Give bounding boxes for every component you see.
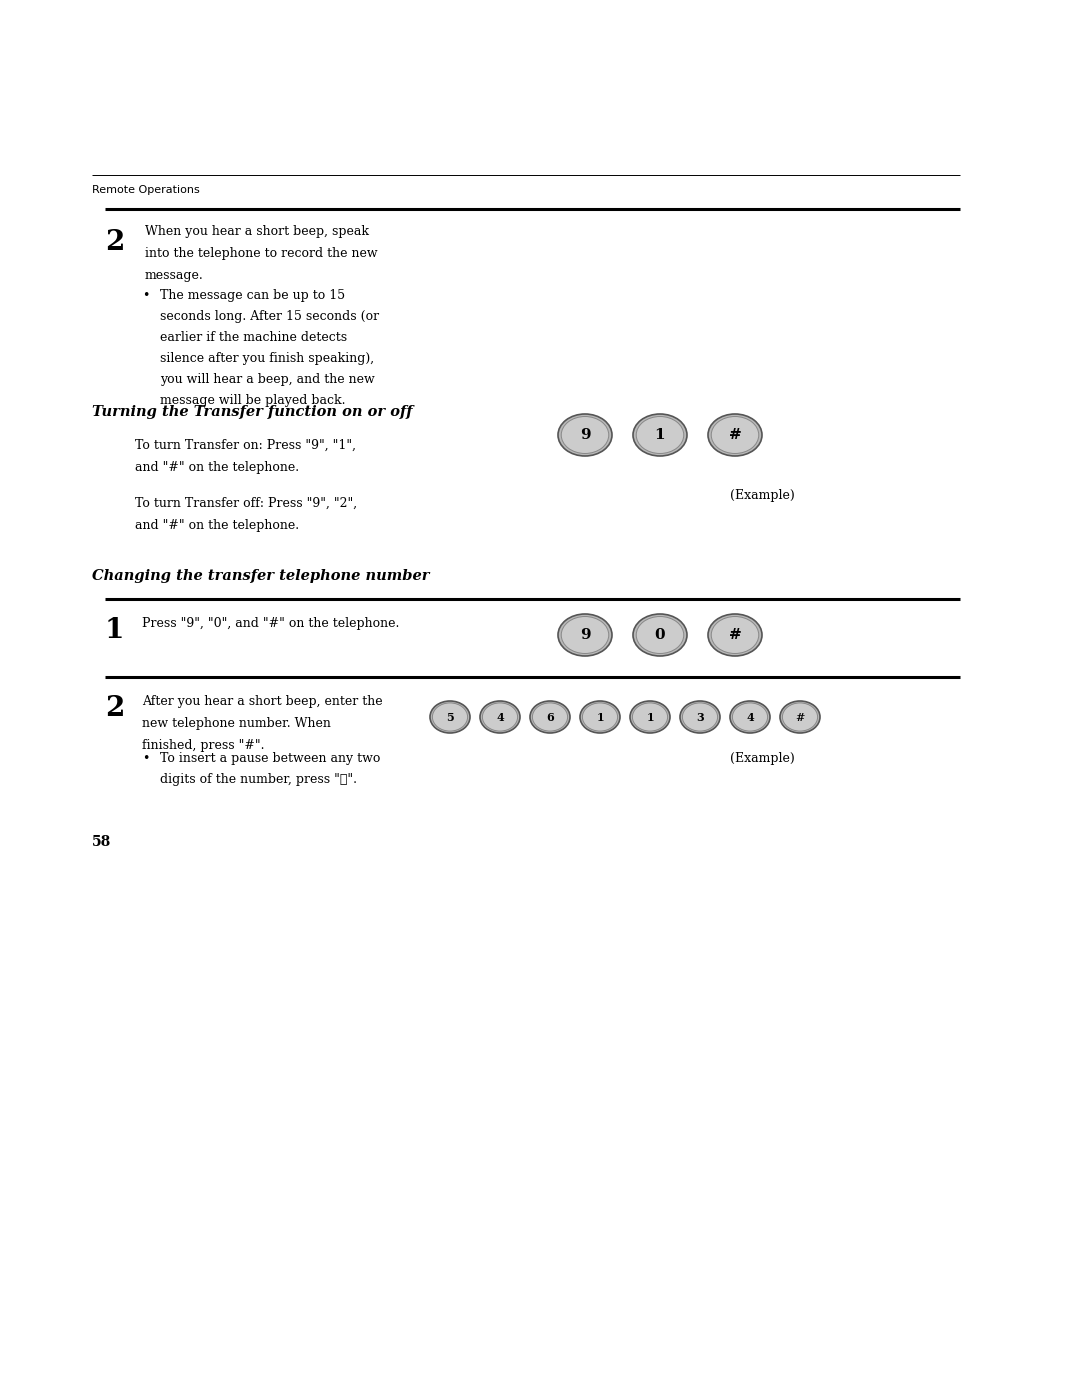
Text: Turning the Transfer function on or off: Turning the Transfer function on or off: [92, 405, 413, 419]
Text: 2: 2: [105, 229, 124, 256]
Ellipse shape: [636, 416, 684, 454]
Text: message.: message.: [145, 270, 204, 282]
Text: and "#" on the telephone.: and "#" on the telephone.: [135, 461, 299, 474]
Ellipse shape: [562, 616, 609, 654]
Ellipse shape: [708, 414, 762, 455]
Ellipse shape: [580, 701, 620, 733]
Ellipse shape: [636, 616, 684, 654]
Text: into the telephone to record the new: into the telephone to record the new: [145, 247, 378, 260]
Ellipse shape: [582, 703, 618, 731]
Text: 4: 4: [746, 711, 754, 722]
Text: (Example): (Example): [730, 752, 795, 766]
Text: finished, press "#".: finished, press "#".: [141, 739, 265, 752]
Text: #: #: [795, 711, 805, 722]
Text: 5: 5: [446, 711, 454, 722]
Ellipse shape: [730, 701, 770, 733]
Ellipse shape: [712, 616, 759, 654]
Text: 6: 6: [546, 711, 554, 722]
Text: 2: 2: [105, 694, 124, 722]
Text: 58: 58: [92, 835, 111, 849]
Ellipse shape: [633, 615, 687, 657]
Text: To turn Transfer off: Press "9", "2",: To turn Transfer off: Press "9", "2",: [135, 497, 357, 510]
Text: Press "9", "0", and "#" on the telephone.: Press "9", "0", and "#" on the telephone…: [141, 617, 400, 630]
Text: The message can be up to 15: The message can be up to 15: [160, 289, 346, 302]
Ellipse shape: [562, 416, 609, 454]
Text: #: #: [729, 427, 741, 441]
Ellipse shape: [532, 703, 568, 731]
Ellipse shape: [432, 703, 468, 731]
Ellipse shape: [782, 703, 818, 731]
Ellipse shape: [480, 701, 519, 733]
Text: Changing the transfer telephone number: Changing the transfer telephone number: [92, 569, 430, 583]
Ellipse shape: [630, 701, 670, 733]
Text: •: •: [141, 289, 149, 302]
Text: seconds long. After 15 seconds (or: seconds long. After 15 seconds (or: [160, 310, 379, 323]
Ellipse shape: [633, 703, 667, 731]
Text: 1: 1: [105, 617, 124, 644]
Text: Remote Operations: Remote Operations: [92, 184, 200, 196]
Text: 0: 0: [654, 629, 665, 643]
Text: message will be played back.: message will be played back.: [160, 394, 346, 407]
Ellipse shape: [680, 701, 720, 733]
Ellipse shape: [780, 701, 820, 733]
Ellipse shape: [430, 701, 470, 733]
Text: When you hear a short beep, speak: When you hear a short beep, speak: [145, 225, 369, 237]
Ellipse shape: [712, 416, 759, 454]
Text: 1: 1: [646, 711, 653, 722]
Ellipse shape: [633, 414, 687, 455]
Text: To insert a pause between any two: To insert a pause between any two: [160, 752, 380, 766]
Text: you will hear a beep, and the new: you will hear a beep, and the new: [160, 373, 375, 386]
Ellipse shape: [558, 414, 612, 455]
Text: 9: 9: [580, 427, 591, 441]
Text: 1: 1: [654, 427, 665, 441]
Text: 3: 3: [697, 711, 704, 722]
Text: earlier if the machine detects: earlier if the machine detects: [160, 331, 347, 344]
Text: 9: 9: [580, 629, 591, 643]
Ellipse shape: [683, 703, 717, 731]
Ellipse shape: [483, 703, 517, 731]
Ellipse shape: [558, 615, 612, 657]
Text: After you hear a short beep, enter the: After you hear a short beep, enter the: [141, 694, 382, 708]
Ellipse shape: [732, 703, 768, 731]
Text: and "#" on the telephone.: and "#" on the telephone.: [135, 520, 299, 532]
Text: •: •: [141, 752, 149, 766]
Text: #: #: [729, 629, 741, 643]
Text: 4: 4: [496, 711, 504, 722]
Ellipse shape: [708, 615, 762, 657]
Ellipse shape: [530, 701, 570, 733]
Text: digits of the number, press "★".: digits of the number, press "★".: [160, 773, 357, 787]
Text: 1: 1: [596, 711, 604, 722]
Text: silence after you finish speaking),: silence after you finish speaking),: [160, 352, 374, 365]
Text: To turn Transfer on: Press "9", "1",: To turn Transfer on: Press "9", "1",: [135, 439, 356, 453]
Text: new telephone number. When: new telephone number. When: [141, 717, 330, 731]
Text: (Example): (Example): [730, 489, 795, 502]
